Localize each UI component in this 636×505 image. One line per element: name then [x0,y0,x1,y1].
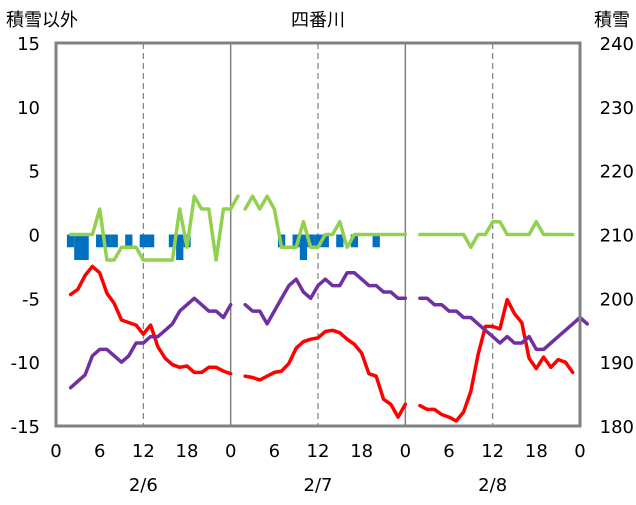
left-tick-label: -5 [22,289,40,310]
left-axis-label: 積雪以外 [6,10,78,31]
series-line-0 [243,328,408,419]
x-tick-label: 6 [443,441,454,462]
x-tick-label: 12 [481,441,504,462]
bar-series [66,234,380,261]
right-tick-label: 230 [600,98,634,119]
x-tick-label: 18 [350,441,373,462]
left-tick-label: -15 [11,417,40,438]
bar [314,234,322,248]
bar [110,234,118,248]
left-tick-label: 5 [29,162,40,183]
series-line-1 [243,194,408,250]
right-axis-label: 積雪 [594,10,630,31]
bar [307,234,315,248]
series-line-2 [243,271,408,326]
bar [321,234,329,248]
x-tick-label: 0 [225,441,236,462]
x-tick-label: 18 [525,441,548,462]
left-tick-label: 15 [17,34,40,55]
bar [66,234,75,248]
date-label: 2/6 [129,475,158,496]
bar [299,234,308,261]
right-tick-label: 200 [600,289,634,310]
series-line-0 [418,297,575,423]
x-tick-label: 0 [574,441,585,462]
x-tick-label: 6 [94,441,105,462]
series-line-2 [418,296,590,352]
series-line-2 [68,296,233,390]
x-tick-label: 18 [176,441,199,462]
line-series-group [68,194,590,423]
right-tick-label: 240 [600,34,634,55]
plot-frame [54,41,582,428]
left-tick-label: 0 [29,226,40,247]
x-tick-label: 12 [132,441,155,462]
bar [146,234,155,248]
x-tick-label: 0 [50,441,61,462]
bar [139,234,147,248]
bar [292,234,300,248]
left-tick-label: 10 [17,98,40,119]
bar [336,234,344,248]
date-label: 2/7 [304,475,333,496]
right-tick-label: 190 [600,353,634,374]
right-tick-label: 180 [600,417,634,438]
right-tick-label: 220 [600,162,634,183]
bar [350,234,359,248]
bar [372,234,380,248]
date-label: 2/8 [478,475,507,496]
bar [125,234,133,248]
series-line-0 [68,264,233,376]
right-tick-label: 210 [600,226,634,247]
x-tick-label: 12 [307,441,330,462]
left-tick-label: -10 [11,353,40,374]
bar [103,234,111,248]
series-line-1 [68,194,240,262]
bar [81,234,89,261]
bar [96,234,104,248]
bar [74,234,82,261]
bar [176,234,184,261]
bar [168,234,177,248]
chart-title: 四番川 [291,10,345,31]
series-line-1 [418,219,575,250]
x-tick-label: 6 [269,441,280,462]
x-tick-label: 0 [400,441,411,462]
